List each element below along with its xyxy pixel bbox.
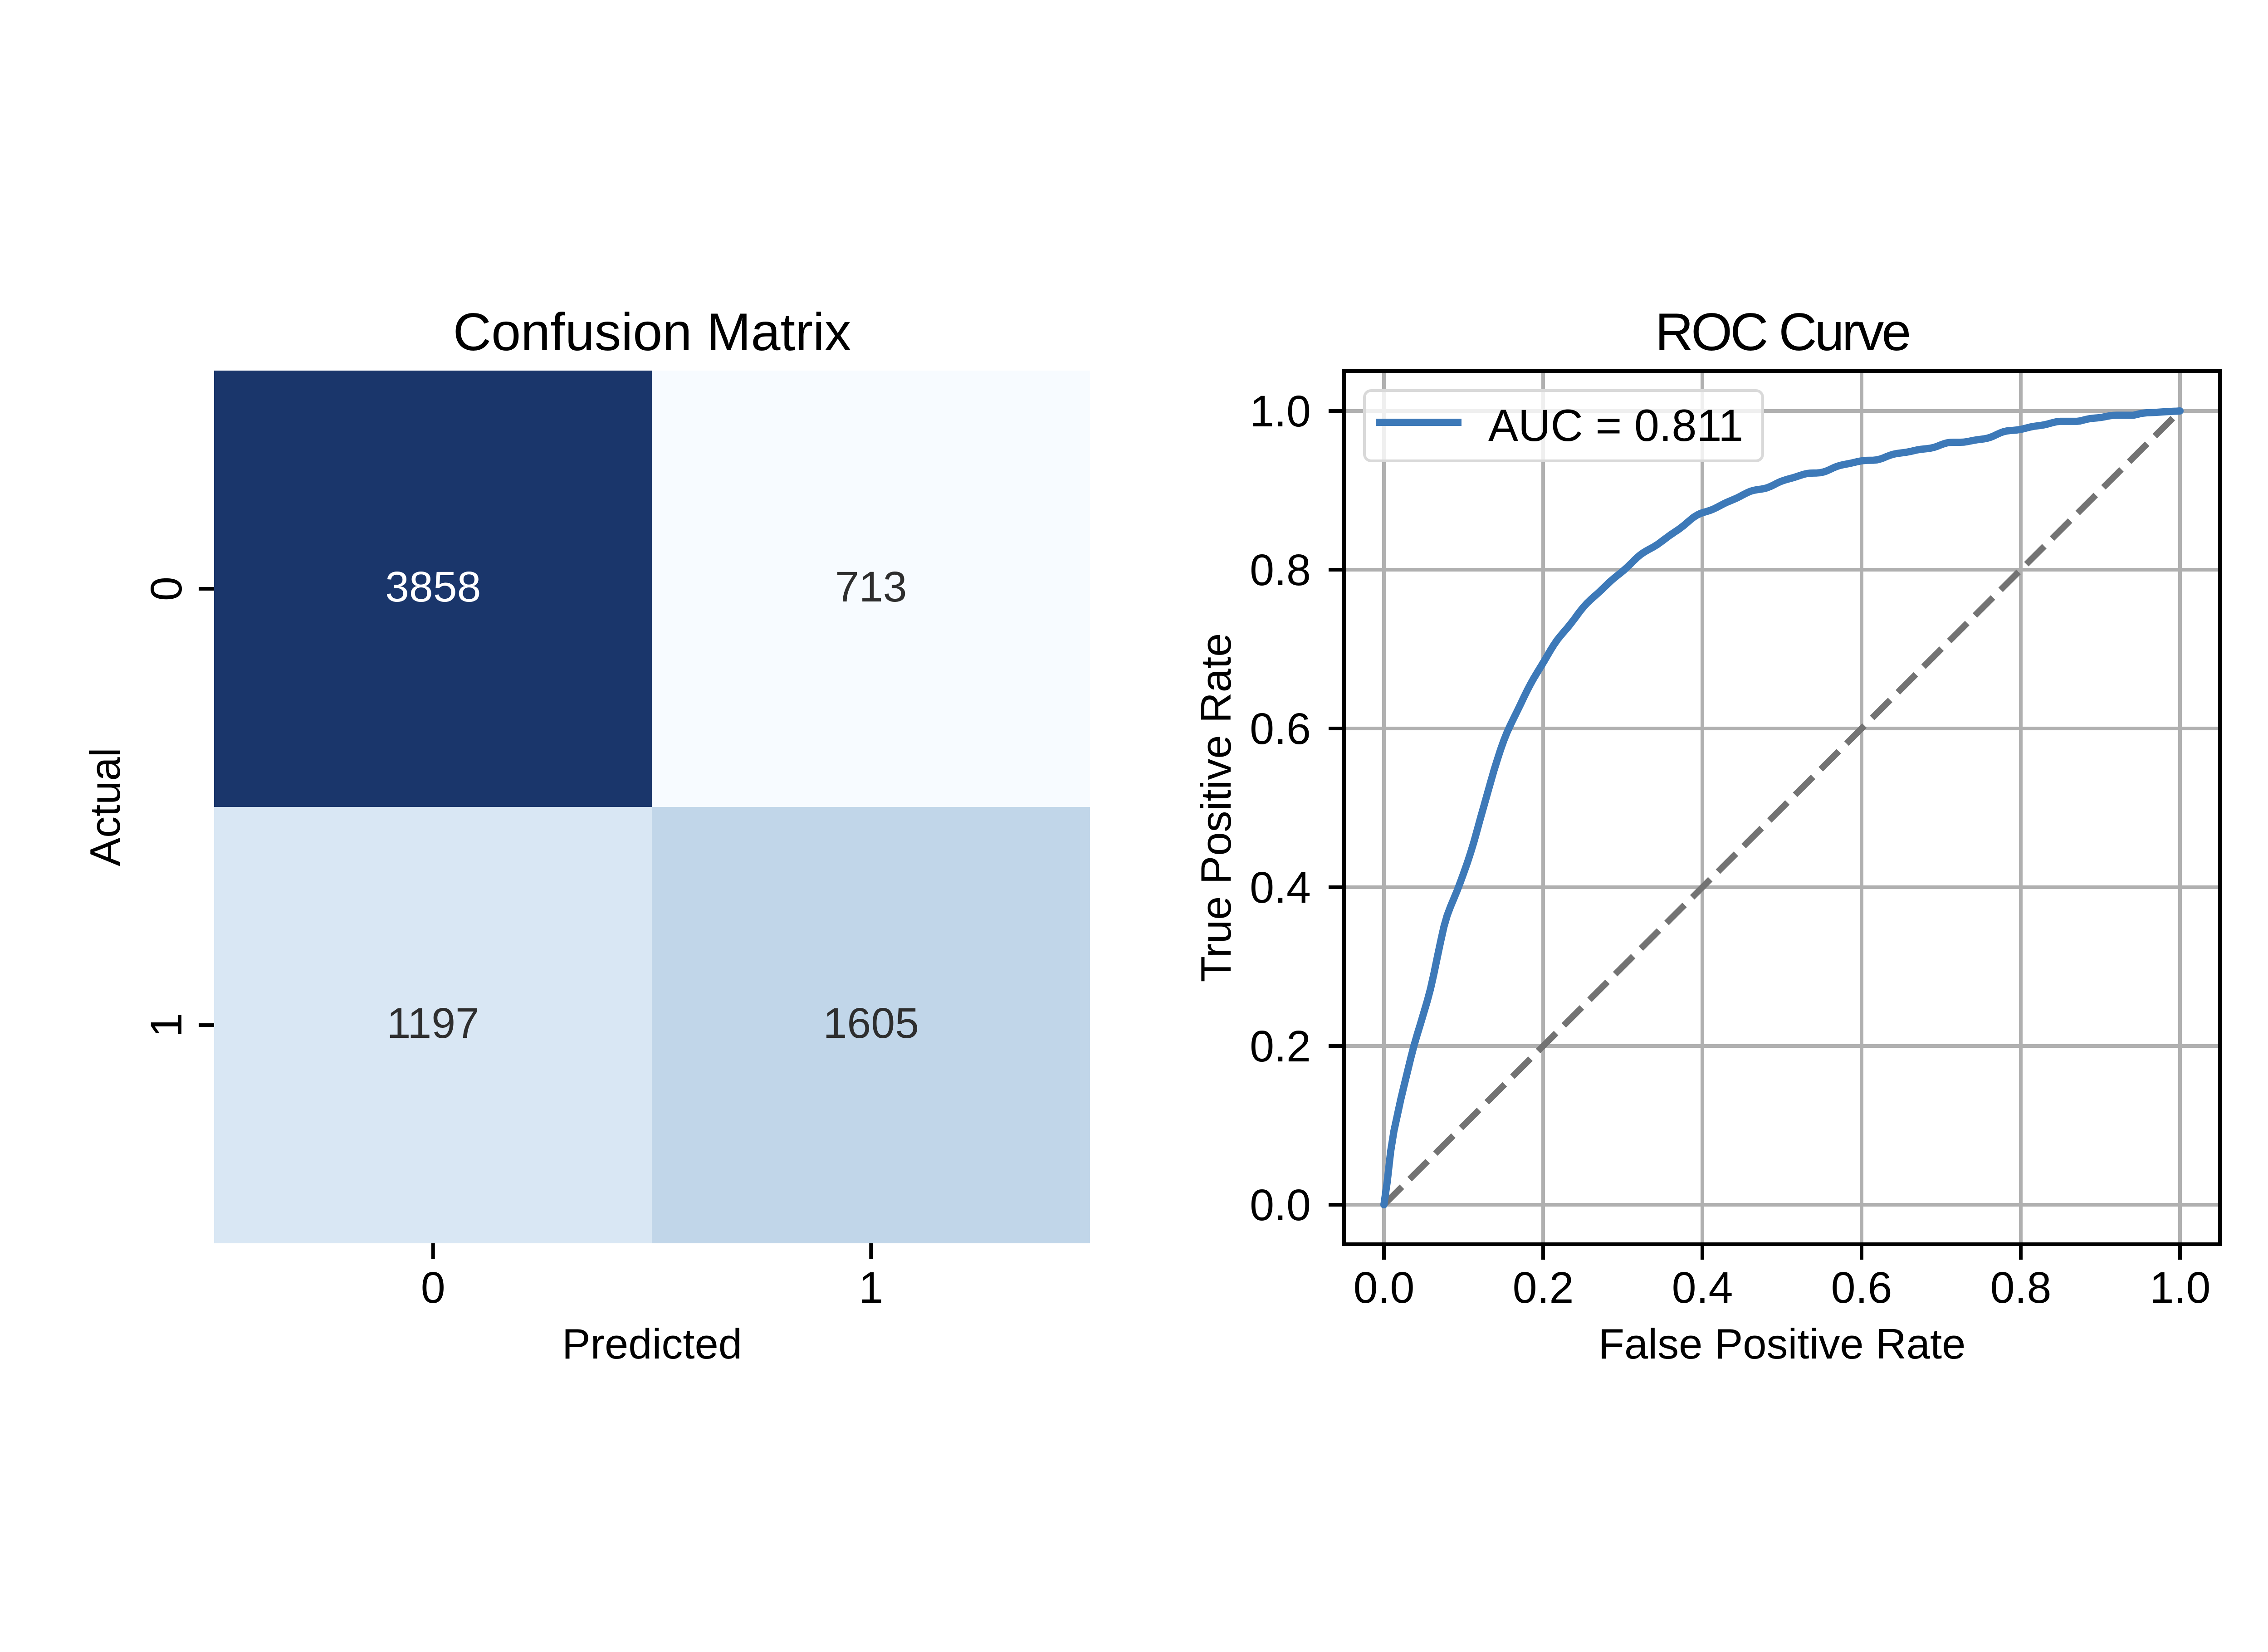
svg-text:0.6: 0.6 — [1250, 704, 1311, 753]
svg-text:0: 0 — [421, 1263, 445, 1312]
svg-text:0.0: 0.0 — [1354, 1263, 1415, 1312]
svg-text:1.0: 1.0 — [2150, 1263, 2211, 1312]
svg-text:ROC Curve: ROC Curve — [1655, 302, 1909, 362]
svg-text:Predicted: Predicted — [562, 1320, 742, 1368]
svg-text:1.0: 1.0 — [1250, 386, 1311, 436]
svg-text:3858: 3858 — [385, 563, 481, 611]
svg-text:1197: 1197 — [387, 999, 479, 1047]
svg-text:713: 713 — [835, 563, 907, 611]
svg-text:1605: 1605 — [823, 999, 919, 1047]
svg-text:AUC = 0.811: AUC = 0.811 — [1488, 400, 1743, 450]
svg-text:0.2: 0.2 — [1513, 1263, 1574, 1312]
svg-text:1: 1 — [859, 1263, 883, 1312]
svg-text:0.4: 0.4 — [1672, 1263, 1733, 1312]
svg-text:0.0: 0.0 — [1250, 1180, 1311, 1230]
svg-text:Actual: Actual — [81, 748, 129, 866]
svg-text:False Positive Rate: False Positive Rate — [1598, 1320, 1966, 1368]
svg-text:0.4: 0.4 — [1250, 863, 1311, 912]
svg-text:0.6: 0.6 — [1831, 1263, 1892, 1312]
svg-text:0: 0 — [142, 577, 191, 601]
svg-text:0.8: 0.8 — [1990, 1263, 2052, 1312]
svg-text:1: 1 — [142, 1013, 191, 1037]
svg-text:0.8: 0.8 — [1250, 545, 1311, 595]
svg-text:True Positive Rate: True Positive Rate — [1192, 633, 1240, 982]
svg-text:Confusion Matrix: Confusion Matrix — [453, 302, 851, 362]
svg-text:0.2: 0.2 — [1250, 1022, 1311, 1071]
